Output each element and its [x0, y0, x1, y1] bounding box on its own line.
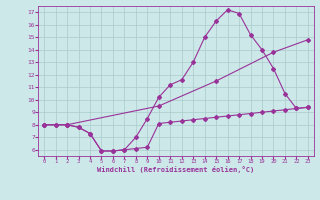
X-axis label: Windchill (Refroidissement éolien,°C): Windchill (Refroidissement éolien,°C) [97, 166, 255, 173]
